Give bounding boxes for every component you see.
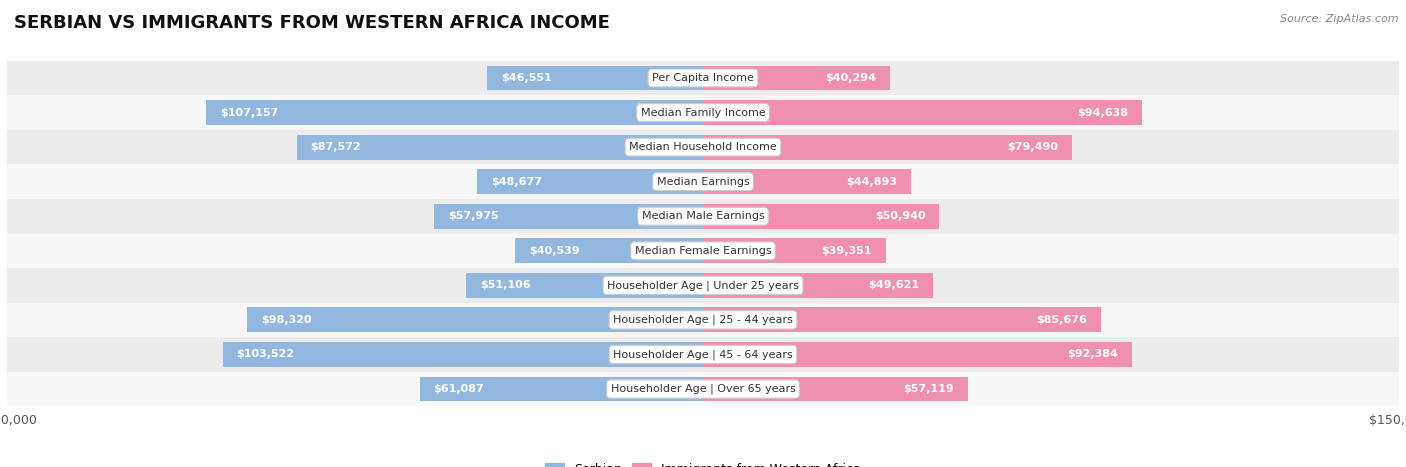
Bar [434, 204, 703, 229]
Text: $46,551: $46,551 [501, 73, 551, 83]
Text: $51,106: $51,106 [479, 280, 530, 290]
Text: SERBIAN VS IMMIGRANTS FROM WESTERN AFRICA INCOME: SERBIAN VS IMMIGRANTS FROM WESTERN AFRIC… [14, 14, 610, 32]
Text: $50,940: $50,940 [875, 211, 925, 221]
Text: $39,351: $39,351 [821, 246, 872, 256]
Bar [7, 372, 1399, 406]
Bar [703, 169, 911, 194]
Text: Householder Age | 45 - 64 years: Householder Age | 45 - 64 years [613, 349, 793, 360]
Bar [703, 342, 1132, 367]
Text: Per Capita Income: Per Capita Income [652, 73, 754, 83]
Bar [703, 204, 939, 229]
Bar [7, 95, 1399, 130]
Text: Source: ZipAtlas.com: Source: ZipAtlas.com [1281, 14, 1399, 24]
Bar [703, 273, 934, 298]
Text: $48,677: $48,677 [491, 177, 543, 187]
Bar [205, 100, 703, 125]
Bar [222, 342, 703, 367]
Bar [7, 61, 1399, 95]
Text: Median Earnings: Median Earnings [657, 177, 749, 187]
Bar [515, 238, 703, 263]
Legend: Serbian, Immigrants from Western Africa: Serbian, Immigrants from Western Africa [546, 463, 860, 467]
Bar [7, 234, 1399, 268]
Text: $79,490: $79,490 [1007, 142, 1057, 152]
Text: $103,522: $103,522 [236, 349, 295, 360]
Bar [703, 65, 890, 91]
Text: Median Female Earnings: Median Female Earnings [634, 246, 772, 256]
Bar [486, 65, 703, 91]
Text: Householder Age | 25 - 44 years: Householder Age | 25 - 44 years [613, 315, 793, 325]
Text: $57,975: $57,975 [449, 211, 499, 221]
Bar [7, 199, 1399, 234]
Bar [477, 169, 703, 194]
Text: $92,384: $92,384 [1067, 349, 1118, 360]
Bar [703, 100, 1142, 125]
Bar [247, 307, 703, 333]
Text: $40,539: $40,539 [529, 246, 579, 256]
Text: $57,119: $57,119 [903, 384, 955, 394]
Bar [419, 376, 703, 402]
Bar [465, 273, 703, 298]
Text: $87,572: $87,572 [311, 142, 361, 152]
Bar [703, 238, 886, 263]
Text: $40,294: $40,294 [825, 73, 876, 83]
Bar [7, 303, 1399, 337]
Bar [297, 134, 703, 160]
Text: $61,087: $61,087 [433, 384, 484, 394]
Text: $49,621: $49,621 [868, 280, 920, 290]
Bar [7, 268, 1399, 303]
Bar [703, 134, 1071, 160]
Text: Householder Age | Under 25 years: Householder Age | Under 25 years [607, 280, 799, 290]
Bar [703, 307, 1101, 333]
Bar [7, 337, 1399, 372]
Bar [7, 164, 1399, 199]
Text: $94,638: $94,638 [1077, 107, 1128, 118]
Text: Median Male Earnings: Median Male Earnings [641, 211, 765, 221]
Text: $107,157: $107,157 [219, 107, 278, 118]
Text: Householder Age | Over 65 years: Householder Age | Over 65 years [610, 384, 796, 394]
Text: Median Family Income: Median Family Income [641, 107, 765, 118]
Text: Median Household Income: Median Household Income [628, 142, 778, 152]
Text: $44,893: $44,893 [846, 177, 897, 187]
Bar [703, 376, 967, 402]
Text: $98,320: $98,320 [260, 315, 311, 325]
Text: $85,676: $85,676 [1036, 315, 1087, 325]
Bar [7, 130, 1399, 164]
